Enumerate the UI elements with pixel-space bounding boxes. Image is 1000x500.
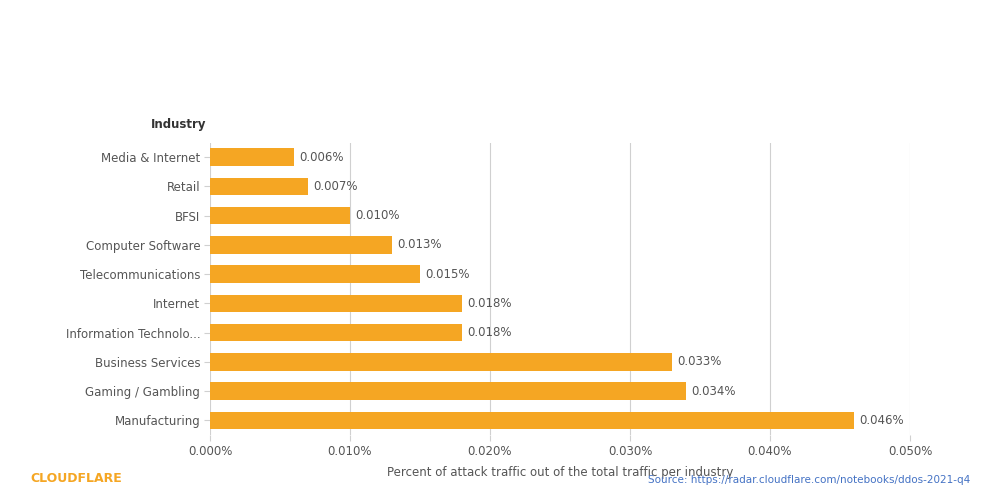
Bar bbox=[210, 382, 686, 400]
Text: DDoS activity per industry: DDoS activity per industry bbox=[30, 56, 507, 87]
Bar bbox=[210, 294, 462, 312]
Bar bbox=[210, 236, 392, 254]
X-axis label: Percent of attack traffic out of the total traffic per industry: Percent of attack traffic out of the tot… bbox=[387, 466, 733, 479]
Text: Source: https://radar.cloudflare.com/notebooks/ddos-2021-q4: Source: https://radar.cloudflare.com/not… bbox=[648, 475, 970, 485]
Bar bbox=[210, 148, 294, 166]
Bar bbox=[210, 324, 462, 342]
Text: 0.018%: 0.018% bbox=[468, 326, 512, 339]
Text: 0.015%: 0.015% bbox=[426, 268, 470, 280]
Text: 0.013%: 0.013% bbox=[398, 238, 442, 252]
Bar bbox=[210, 266, 420, 283]
Bar bbox=[210, 207, 350, 224]
Text: 0.046%: 0.046% bbox=[860, 414, 904, 427]
Text: CLOUDFLARE: CLOUDFLARE bbox=[30, 472, 122, 485]
Text: 0.034%: 0.034% bbox=[692, 384, 736, 398]
Text: 0.010%: 0.010% bbox=[356, 209, 400, 222]
Text: 0.033%: 0.033% bbox=[678, 356, 722, 368]
Bar bbox=[210, 353, 672, 370]
Bar bbox=[210, 178, 308, 195]
Text: 0.007%: 0.007% bbox=[314, 180, 358, 193]
Bar bbox=[210, 412, 854, 429]
Text: Industry: Industry bbox=[151, 118, 207, 131]
Text: 0.018%: 0.018% bbox=[468, 297, 512, 310]
Text: 0.006%: 0.006% bbox=[300, 150, 344, 164]
